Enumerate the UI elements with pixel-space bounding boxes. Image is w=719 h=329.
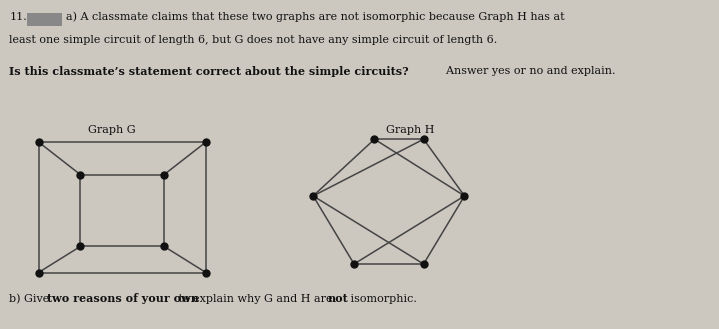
Text: least one simple circuit of length 6, but G does not have any simple circuit of : least one simple circuit of length 6, bu…	[9, 35, 498, 44]
Text: isomorphic.: isomorphic.	[347, 294, 417, 304]
Text: b) Give: b) Give	[9, 294, 53, 304]
Text: Graph G: Graph G	[88, 125, 135, 135]
Text: not: not	[327, 293, 348, 304]
Text: Answer yes or no and explain.: Answer yes or no and explain.	[439, 66, 615, 76]
Text: a) A classmate claims that these two graphs are not isomorphic because Graph H h: a) A classmate claims that these two gra…	[66, 12, 564, 22]
Text: 11.: 11.	[9, 12, 27, 21]
Text: Is this classmate’s statement correct about the simple circuits?: Is this classmate’s statement correct ab…	[9, 66, 409, 77]
Text: two reasons of your own: two reasons of your own	[47, 293, 198, 304]
Text: to explain why G and H are: to explain why G and H are	[175, 294, 336, 304]
Bar	[27, 13, 62, 26]
Text: Graph H: Graph H	[385, 125, 434, 135]
